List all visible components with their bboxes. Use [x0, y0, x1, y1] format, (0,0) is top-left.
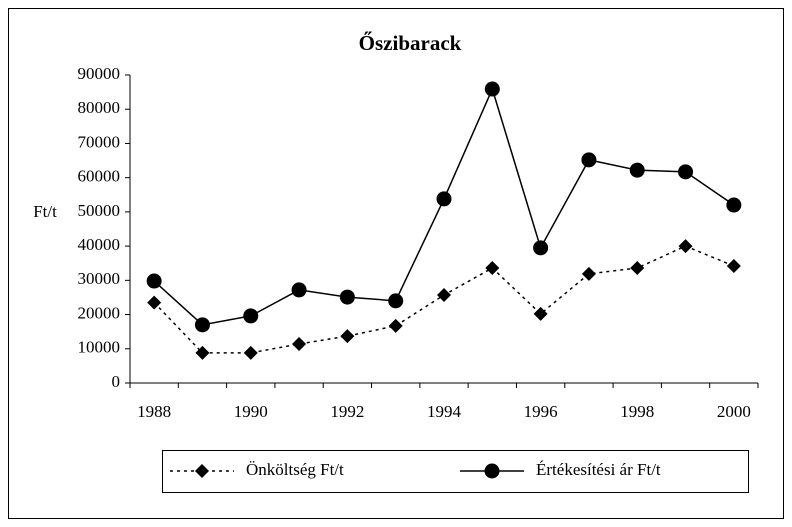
data-point — [436, 191, 452, 207]
chart-border — [8, 8, 784, 519]
legend-box — [162, 450, 749, 493]
x-tick-label: 1992 — [330, 402, 364, 421]
data-point — [195, 345, 210, 360]
data-point — [630, 261, 645, 276]
y-axis-label: Ft/t — [33, 202, 57, 221]
legend-marker — [484, 463, 500, 479]
y-tick-label: 50000 — [78, 201, 121, 220]
y-tick-label: 30000 — [78, 269, 121, 288]
data-point — [243, 308, 259, 324]
data-point — [292, 336, 307, 351]
y-tick-label: 20000 — [78, 303, 121, 322]
data-point — [147, 295, 162, 310]
data-point — [194, 317, 210, 333]
data-point — [485, 261, 500, 276]
data-point — [388, 293, 404, 309]
x-tick-label: 1996 — [524, 402, 558, 421]
y-tick-label: 70000 — [78, 132, 121, 151]
data-point — [291, 282, 307, 298]
data-point — [533, 240, 549, 256]
y-tick-label: 90000 — [78, 64, 121, 83]
y-tick-label: 40000 — [78, 235, 121, 254]
data-point — [484, 81, 500, 97]
x-tick-label: 2000 — [717, 402, 751, 421]
y-tick-label: 60000 — [78, 167, 121, 186]
y-tick-label: 10000 — [78, 338, 121, 357]
data-point — [243, 345, 258, 360]
legend-marker — [195, 464, 209, 478]
data-point — [437, 288, 451, 303]
data-point — [340, 329, 355, 344]
data-point — [726, 197, 742, 213]
data-point — [146, 273, 162, 289]
data-point — [533, 306, 548, 321]
data-point — [581, 152, 597, 168]
data-point — [678, 239, 693, 254]
data-point — [581, 266, 596, 281]
x-tick-label: 1988 — [137, 402, 171, 421]
legend-label: Értékesítési ár Ft/t — [536, 460, 661, 479]
data-point — [726, 258, 741, 273]
data-point — [629, 162, 645, 178]
legend-label: Önköltség Ft/t — [246, 460, 344, 479]
data-point — [388, 318, 403, 333]
x-tick-label: 1998 — [620, 402, 654, 421]
data-point — [678, 164, 694, 180]
x-tick-label: 1990 — [234, 402, 268, 421]
x-tick-label: 1994 — [427, 402, 462, 421]
y-tick-label: 80000 — [78, 98, 121, 117]
data-point — [339, 289, 355, 305]
chart-title: Őszibarack — [359, 31, 462, 55]
y-tick-label: 0 — [112, 372, 121, 391]
